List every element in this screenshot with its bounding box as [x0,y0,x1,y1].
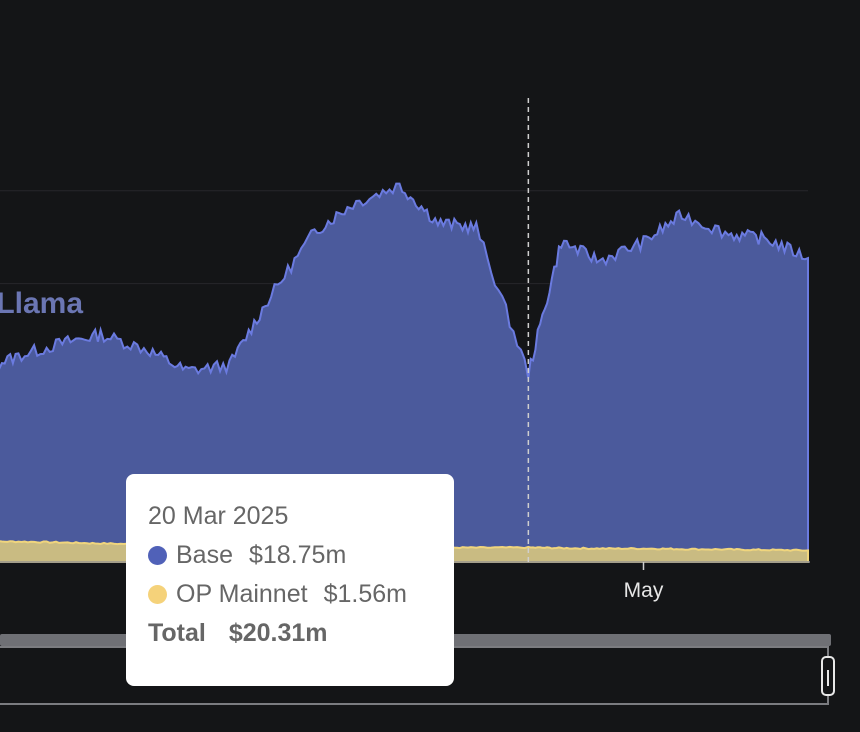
area-base[interactable] [0,182,809,563]
tooltip-series-value: $1.56m [323,580,407,608]
tooltip-series-name: Base [176,541,233,569]
tooltip-total-label: Total [148,619,206,647]
tooltip-series-value: $18.75m [248,541,347,569]
tooltip-date: 20 Mar 2025 [148,502,289,530]
tooltip-series-name: OP Mainnet [176,580,308,608]
tooltip-total-value: $20.31m [228,619,328,647]
base-legend-dot [148,546,167,565]
tooltip-row-base: Base $18.75m [148,541,432,570]
x-tick-label: May [624,579,664,602]
watermark-text: iLlama [0,287,83,320]
tooltip-total: Total $20.31m [148,619,432,648]
chart-tooltip: 20 Mar 2025 Base $18.75m OP Mainnet $1.5… [126,474,454,686]
range-slider-handle[interactable] [821,656,835,696]
tooltip-row-op-mainnet: OP Mainnet $1.56m [148,580,432,609]
op-mainnet-legend-dot [148,585,167,604]
